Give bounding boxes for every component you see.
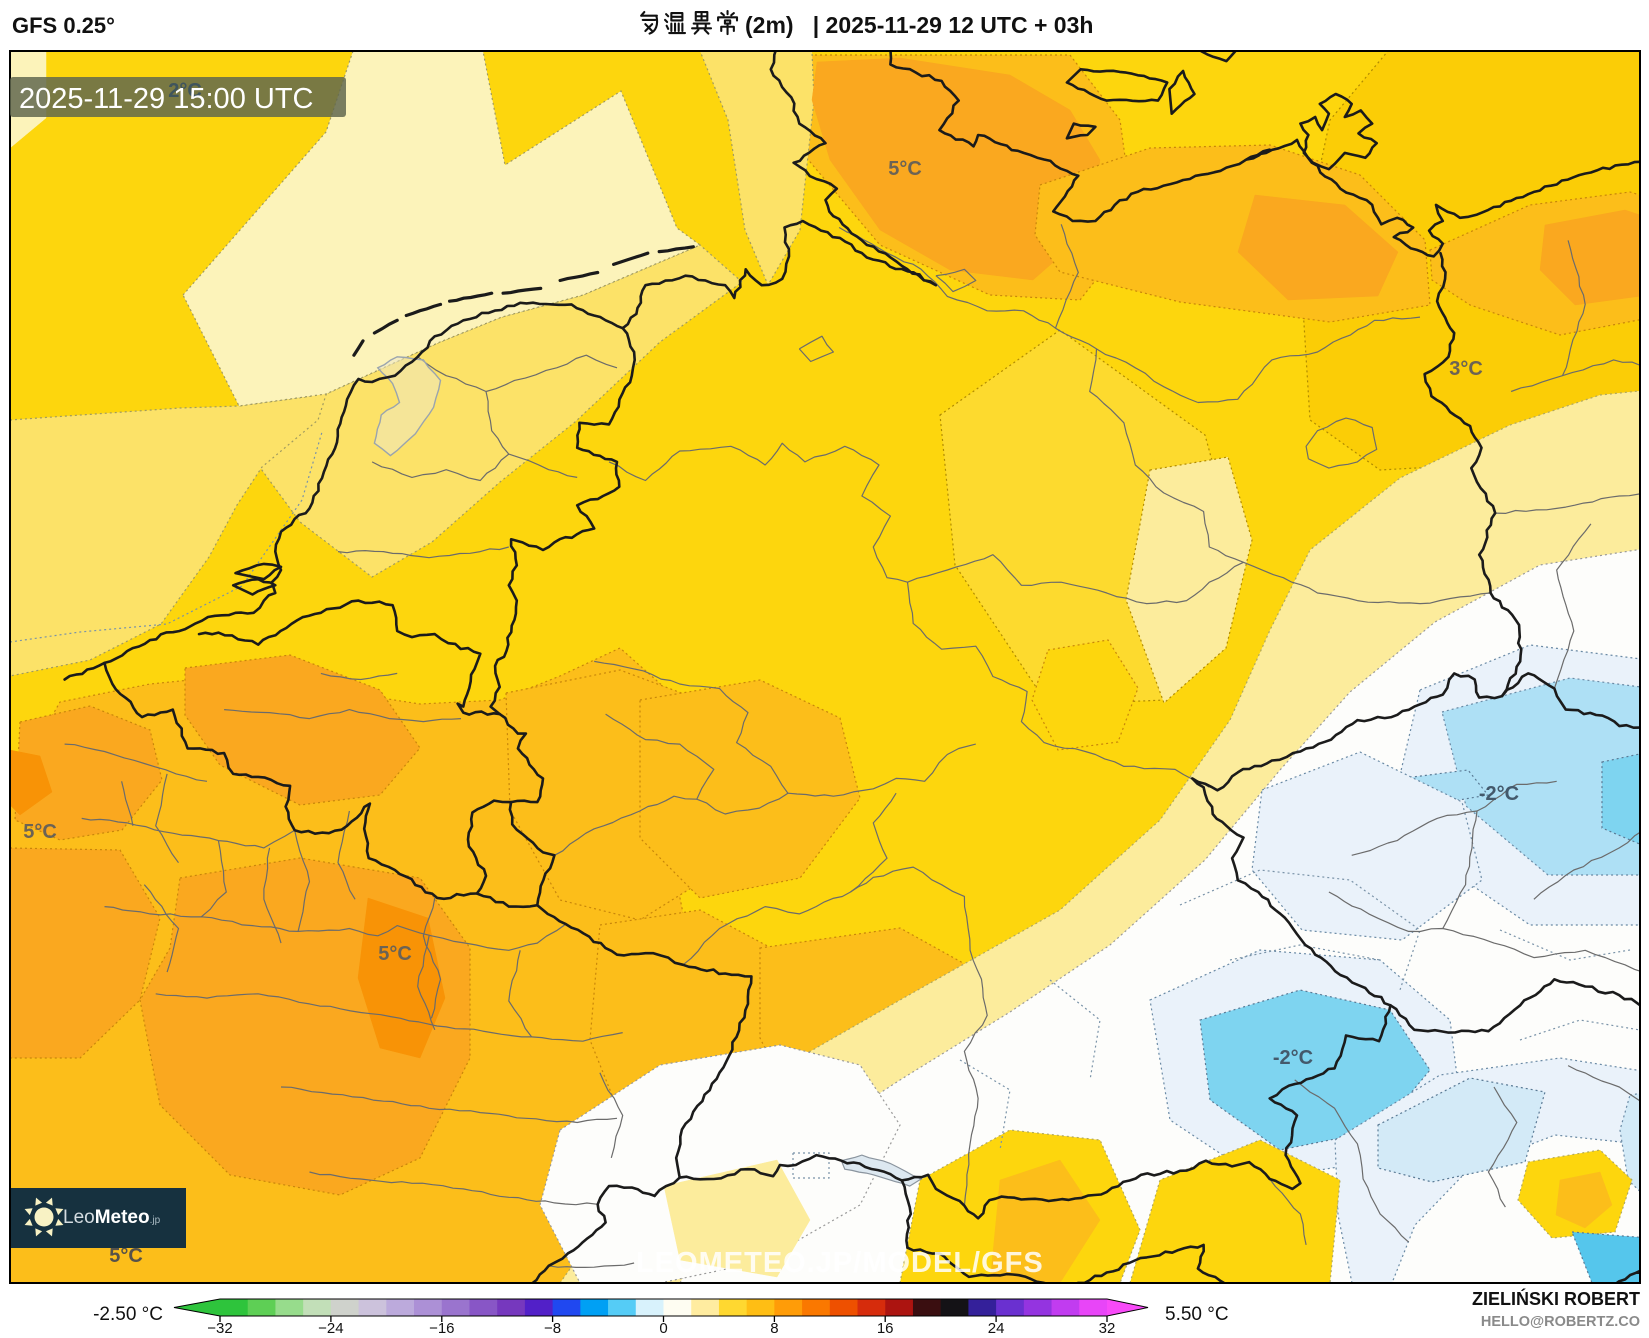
svg-text:LEOMETEO.JP/MODEL/GFS: LEOMETEO.JP/MODEL/GFS	[636, 1247, 1044, 1279]
svg-text:ZIELIŃSKI ROBERT: ZIELIŃSKI ROBERT	[1472, 1288, 1640, 1309]
svg-text:−24: −24	[318, 1320, 343, 1337]
svg-text:5.50 °C: 5.50 °C	[1165, 1304, 1229, 1325]
svg-text:0: 0	[659, 1320, 667, 1337]
svg-text:2025-11-29 15:00 UTC: 2025-11-29 15:00 UTC	[19, 83, 313, 115]
svg-text:LeoMeteo.jp: LeoMeteo.jp	[63, 1207, 161, 1228]
svg-text:5°C: 5°C	[378, 943, 412, 965]
svg-text:5°C: 5°C	[888, 158, 922, 180]
svg-text:−8: −8	[544, 1320, 561, 1337]
svg-text:16: 16	[877, 1320, 894, 1337]
svg-text:2°C: 2°C	[168, 80, 202, 102]
svg-text:5°C: 5°C	[23, 821, 57, 843]
svg-text:HELLO@ROBERTZ.CO: HELLO@ROBERTZ.CO	[1481, 1314, 1640, 1330]
svg-text:3°C: 3°C	[1449, 358, 1483, 380]
svg-text:(2m) | 2025-11-29 12 UTC + 0: (2m) | 2025-11-29 12 UTC + 03h	[745, 12, 1093, 38]
svg-text:32: 32	[1099, 1320, 1116, 1337]
svg-text:−32: −32	[207, 1320, 232, 1337]
svg-text:24: 24	[988, 1320, 1005, 1337]
svg-text:8: 8	[770, 1320, 778, 1337]
svg-text:-2°C: -2°C	[1479, 783, 1519, 805]
svg-text:−16: −16	[429, 1320, 454, 1337]
svg-text:-2°C: -2°C	[1273, 1047, 1313, 1069]
svg-text:-2.50 °C: -2.50 °C	[93, 1304, 163, 1325]
svg-text:GFS 0.25°: GFS 0.25°	[12, 13, 115, 38]
svg-text:5°C: 5°C	[109, 1245, 143, 1267]
